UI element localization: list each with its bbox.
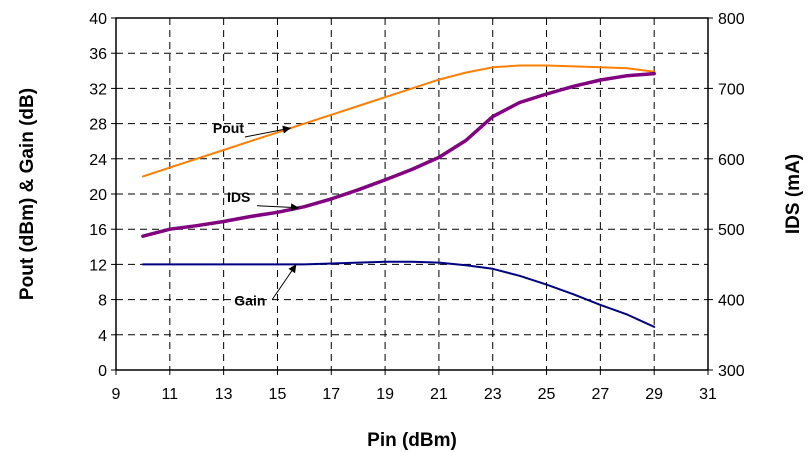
x-tick-label: 19	[376, 386, 394, 403]
y-tick-label: 32	[89, 81, 107, 98]
y2-tick-label: 800	[718, 11, 745, 28]
series-line-gain	[141, 260, 656, 328]
annotation-arrowhead	[290, 203, 299, 212]
annotation-arrowhead	[282, 125, 291, 134]
annotation-label: Pout	[213, 120, 244, 136]
annotation-ids: IDS	[227, 189, 300, 212]
y-tick-label: 8	[98, 293, 107, 310]
annotation-label: IDS	[227, 189, 250, 205]
x-tick-label: 21	[430, 386, 448, 403]
annotation-gain: Gain	[234, 264, 297, 308]
y2-axis-title: IDS (mA)	[783, 154, 804, 234]
y2-tick-label: 600	[718, 152, 745, 169]
x-tick-label: 23	[484, 386, 502, 403]
x-axis-title: Pin (dBm)	[367, 430, 457, 451]
series-line-pout	[141, 64, 656, 178]
y-tick-label: 24	[89, 152, 107, 169]
y-tick-label: 12	[89, 257, 107, 274]
x-tick-label: 15	[269, 386, 287, 403]
y-tick-label: 4	[98, 328, 107, 345]
x-tick-label: 25	[538, 386, 556, 403]
y-tick-label: 20	[89, 187, 107, 204]
series-annotations: Pout IDS Gain	[213, 120, 300, 308]
annotation-label: Gain	[234, 292, 265, 308]
series-line-ids	[141, 71, 656, 238]
x-tick-label: 17	[322, 386, 340, 403]
y2-tick-label: 500	[718, 222, 745, 239]
y-tick-label: 0	[98, 363, 107, 380]
y-tick-label: 40	[89, 11, 107, 28]
annotation-pout: Pout	[213, 120, 292, 138]
y-tick-label: 36	[89, 46, 107, 63]
x-tick-label: 9	[112, 386, 121, 403]
annotation-arrowhead	[288, 264, 297, 274]
axis-tick-labels: 9 11 13 15 17 19 21 23 25 27 29 31 0 4 8 12 16 20 24 28 32 36…	[89, 11, 745, 403]
gridlines	[116, 18, 708, 370]
x-tick-label: 11	[162, 386, 179, 403]
x-tick-label: 29	[645, 386, 663, 403]
x-tick-label: 31	[699, 386, 717, 403]
y-tick-label: 28	[89, 117, 107, 134]
x-tick-label: 27	[591, 386, 609, 403]
y-tick-label: 16	[89, 222, 107, 239]
y2-tick-label: 300	[718, 363, 745, 380]
y-axis-title: Pout (dBm) & Gain (dB)	[17, 88, 38, 300]
x-tick-label: 13	[215, 386, 233, 403]
y2-tick-label: 400	[718, 293, 745, 310]
series-lines	[141, 64, 656, 328]
y2-tick-label: 700	[718, 81, 745, 98]
axis-ticks	[111, 17, 713, 375]
